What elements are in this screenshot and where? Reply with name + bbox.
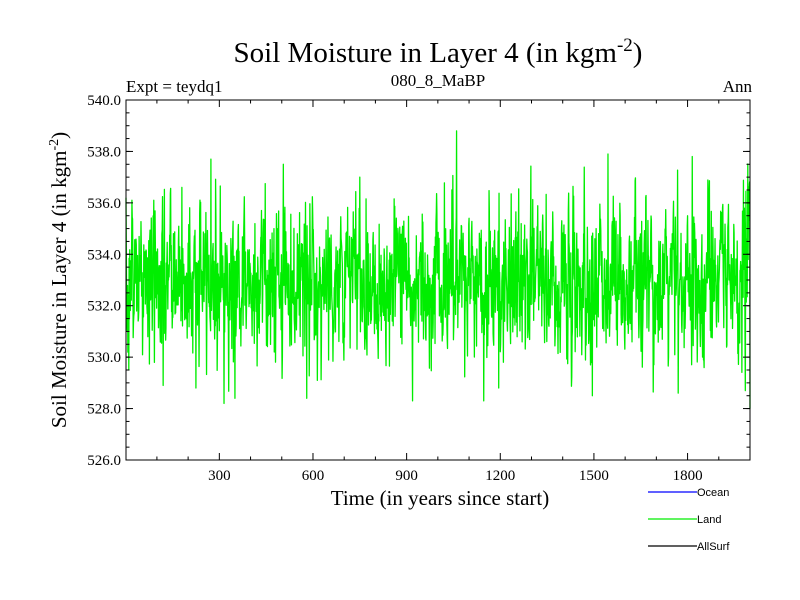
subtitle-center: 080_8_MaBP — [391, 71, 485, 90]
chart-title-superscript: -2 — [617, 35, 633, 56]
x-tick-label: 600 — [302, 468, 325, 484]
x-axis-label: Time (in years since start) — [331, 486, 550, 510]
y-tick-label: 532.0 — [87, 299, 121, 315]
subtitle-left: Expt = teydq1 — [126, 77, 222, 96]
legend-land-label: Land — [697, 514, 721, 526]
y-tick-label: 536.0 — [87, 196, 121, 212]
y-tick-label: 538.0 — [87, 144, 121, 160]
y-axis-label: Soil Moisture in Layer 4 (in kgm-2) — [47, 132, 71, 428]
legend-ocean-label: Ocean — [697, 487, 729, 499]
x-tick-label: 1200 — [485, 468, 515, 484]
ticks-layer: 526.0 528.0 530.0 532.0 534.0 536.0 538.0 540.0… — [87, 93, 750, 484]
chart-title-main: Soil Moisture in Layer 4 (in kgm — [234, 37, 618, 69]
legend-allsurf-label: AllSurf — [697, 541, 730, 553]
y-tick-label: 540.0 — [87, 93, 121, 109]
y-tick-label: 528.0 — [87, 402, 121, 418]
x-tick-label: 1500 — [579, 468, 609, 484]
legend: Ocean Land AllSurf — [648, 487, 730, 553]
y-tick-label: 530.0 — [87, 350, 121, 366]
x-tick-label: 1800 — [673, 468, 703, 484]
y-axis-label-suffix: ) — [47, 132, 71, 139]
y-tick-label: 534.0 — [87, 247, 121, 263]
x-tick-label: 300 — [208, 468, 231, 484]
chart-title: Soil Moisture in Layer 4 (in kgm-2) — [234, 35, 643, 69]
series-layer — [125, 130, 751, 409]
y-axis-label-main: Soil Moisture in Layer 4 (in kgm — [47, 151, 71, 429]
series-line-land — [125, 130, 751, 409]
subtitle-right: Ann — [723, 77, 753, 96]
y-axis-label-superscript: -2 — [47, 139, 62, 151]
x-tick-label: 900 — [395, 468, 418, 484]
y-tick-label: 526.0 — [87, 453, 121, 469]
chart-title-suffix: ) — [633, 37, 643, 69]
